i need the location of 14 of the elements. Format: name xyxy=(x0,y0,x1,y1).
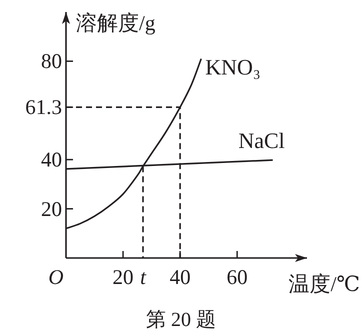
y-tick-label: 20 xyxy=(41,196,62,221)
series-label: KNO₃ xyxy=(205,54,261,80)
x-tick-label: 20 xyxy=(112,265,134,289)
y-tick-label: 40 xyxy=(41,148,62,172)
y-axis-title: 溶解度/g xyxy=(76,11,156,35)
x-axis-title: 温度/℃ xyxy=(288,272,360,296)
y-tick-label: 61.3 xyxy=(25,95,62,120)
text: 第 20 题 xyxy=(146,309,216,331)
series-label: NaCl xyxy=(238,128,285,154)
x-tick-label: 60 xyxy=(226,265,248,289)
x-tick-label: t xyxy=(140,265,148,289)
y-tick-label: 80 xyxy=(41,49,62,74)
x-tick-label: O xyxy=(48,265,64,289)
x-tick-label: 40 xyxy=(170,265,191,289)
